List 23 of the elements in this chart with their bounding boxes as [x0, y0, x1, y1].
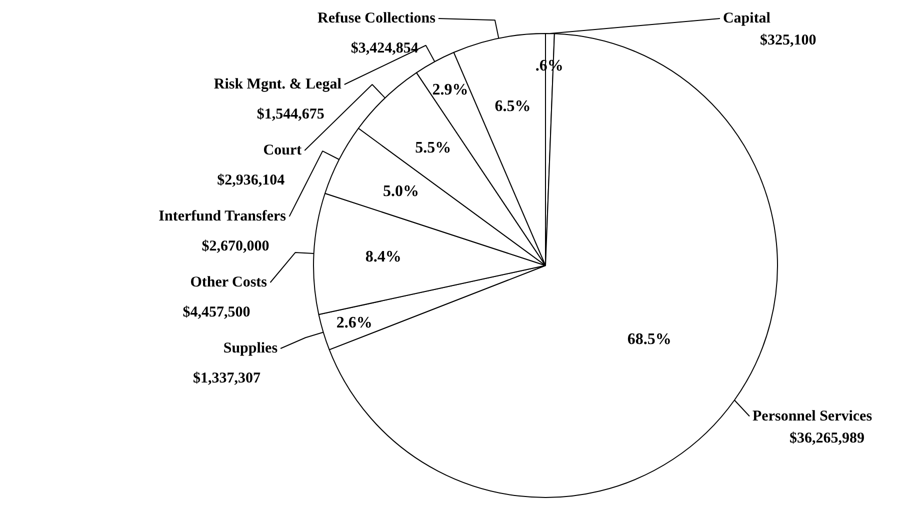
slice-label: Court	[263, 142, 302, 158]
data-label: $36,265,989	[790, 430, 864, 446]
text: 2.9%	[432, 82, 468, 99]
data-label: $2,936,104	[217, 172, 286, 188]
text: 68.5%	[627, 331, 672, 348]
data-label: $1,337,307	[193, 370, 262, 386]
text: 2.6%	[336, 314, 372, 332]
slice-label: Interfund Transfers	[158, 208, 286, 224]
text: 8.4%	[365, 248, 402, 266]
text: 5.5%	[415, 140, 452, 157]
text: 5.0%	[383, 182, 420, 200]
slice-label: Other Costs	[190, 274, 268, 290]
slice-label: Capital	[722, 10, 770, 26]
data-label: $1,544,675	[256, 106, 324, 122]
data-label: $4,457,500	[182, 304, 250, 320]
slice-label: Supplies	[223, 340, 278, 356]
data-label: $325,100	[760, 32, 816, 48]
slice-label: Refuse Collections	[318, 10, 436, 26]
data-label: $3,424,854	[350, 40, 419, 56]
slice-label: Risk Mgnt. & Legal	[214, 76, 342, 92]
text: 6.5%	[494, 98, 531, 115]
slice-label: Personnel Services	[752, 408, 872, 424]
data-label: $2,670,000	[202, 238, 270, 254]
